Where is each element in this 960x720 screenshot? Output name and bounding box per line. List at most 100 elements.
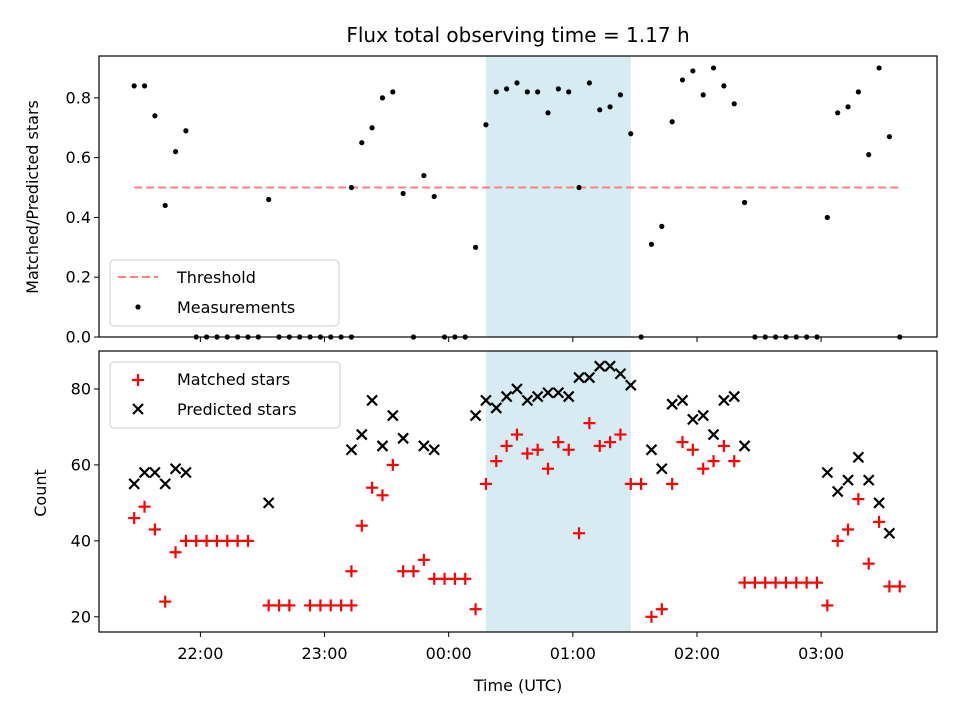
x-tick-label: 00:00 <box>426 644 472 663</box>
matched-point <box>707 455 720 468</box>
predicted-point <box>831 485 844 498</box>
measurement-point <box>266 196 272 203</box>
predicted-point <box>593 360 606 372</box>
predicted-point <box>428 443 440 456</box>
top-x-ticks <box>199 337 822 342</box>
predicted-point <box>562 390 575 403</box>
matched-point <box>438 572 451 585</box>
predicted-point <box>480 394 492 407</box>
matched-point <box>614 428 627 441</box>
matched-point <box>810 576 823 589</box>
bottom-legend-box <box>109 361 341 429</box>
predicted-point <box>738 440 751 452</box>
measurement-point <box>131 83 137 89</box>
matched-point <box>728 455 741 468</box>
measurement-point <box>172 149 179 155</box>
measurement-point <box>504 86 510 92</box>
y-tick-label: 0.4 <box>66 208 91 227</box>
bottom-y-axis-label: Count <box>31 469 50 517</box>
legend-threshold-label: Threshold <box>176 268 256 287</box>
x-tick-label: 01:00 <box>550 644 596 663</box>
legend-predicted-swatch <box>132 403 144 415</box>
top-legend-box <box>109 259 340 327</box>
predicted-point <box>511 383 523 395</box>
matched-point <box>200 534 213 547</box>
measurement-point <box>359 140 365 146</box>
matched-point <box>583 417 596 430</box>
measurement-point <box>152 113 158 119</box>
x-tick-label: 03:00 <box>798 644 844 663</box>
matched-point <box>231 534 244 547</box>
legend-measurements-label: Measurements <box>177 298 295 317</box>
y-tick-label: 0.8 <box>66 88 91 107</box>
matched-point <box>542 462 555 475</box>
predicted-point <box>159 478 171 490</box>
matched-point <box>759 576 772 589</box>
predicted-point <box>356 428 368 441</box>
matched-point <box>521 447 534 460</box>
predicted-point <box>697 409 709 422</box>
chart-title: Flux total observing time = 1.17 h <box>346 23 689 47</box>
matched-point <box>531 443 544 456</box>
matched-point <box>593 439 606 452</box>
matched-point <box>738 576 751 589</box>
matched-point <box>490 455 503 468</box>
predicted-point <box>531 390 544 403</box>
matched-point <box>138 500 151 513</box>
bottom-observing-window <box>485 351 631 632</box>
matched-point <box>479 477 492 490</box>
x-tick-label: 23:00 <box>301 644 347 663</box>
matched-point <box>169 546 182 559</box>
y-tick-label: 0.0 <box>66 328 91 347</box>
measurement-point <box>183 128 189 134</box>
predicted-point <box>573 371 585 384</box>
matched-point <box>459 572 472 585</box>
matched-point <box>397 565 410 578</box>
predicted-point <box>521 394 534 407</box>
matched-point <box>821 599 834 612</box>
measurement-point <box>617 92 624 98</box>
bottom-plot-frame <box>98 350 938 633</box>
top-y-axis: 0.0 0.2 0.4 0.6 0.8 <box>66 88 99 347</box>
measurement-point <box>866 152 872 158</box>
predicted-point <box>676 394 689 407</box>
matched-point <box>666 477 679 490</box>
matched-point <box>448 572 461 585</box>
measurement-point <box>886 134 893 140</box>
matched-point <box>686 443 699 456</box>
predicted-point <box>418 440 430 452</box>
measurement-point <box>472 244 479 250</box>
matched-point <box>273 599 286 612</box>
legend-matched-label: Matched stars <box>177 370 290 389</box>
measurement-point <box>421 172 427 179</box>
measurement-point <box>721 83 727 89</box>
measurement-point <box>659 223 665 229</box>
predicted-point <box>821 466 834 479</box>
measurement-point <box>400 190 406 197</box>
measurement-point <box>555 86 561 92</box>
matched-point <box>345 565 358 578</box>
predicted-point <box>707 428 720 441</box>
measurement-point <box>566 89 572 95</box>
matched-point <box>179 534 192 547</box>
bottom-y-axis: 20 40 60 80 <box>71 379 99 626</box>
predicted-point <box>180 466 192 479</box>
measurement-point <box>741 199 748 206</box>
predicted-point <box>666 398 678 410</box>
measurement-point <box>379 95 386 101</box>
matched-point <box>283 599 296 612</box>
measurement-point <box>824 214 830 221</box>
measurement-point <box>855 89 861 95</box>
measurement-point <box>835 110 841 116</box>
matched-point <box>262 599 275 612</box>
matched-point <box>779 576 792 589</box>
matched-point <box>190 534 203 547</box>
matched-point <box>128 512 141 525</box>
predicted-point <box>614 368 627 380</box>
matched-point <box>221 534 234 547</box>
matched-point <box>893 580 906 593</box>
predicted-point <box>656 462 668 475</box>
matched-point <box>552 436 565 449</box>
matched-point <box>314 599 327 612</box>
